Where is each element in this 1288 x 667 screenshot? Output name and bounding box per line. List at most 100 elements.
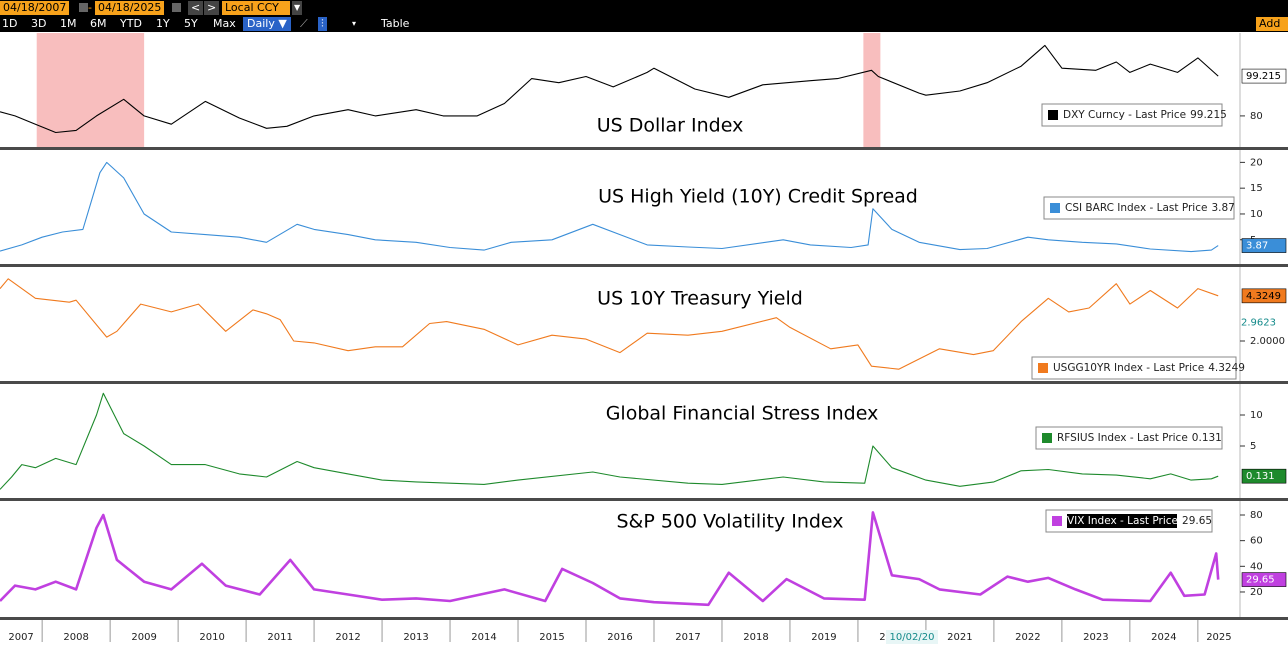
x-tick-label: 2011 (267, 632, 292, 643)
legend-text: DXY Curncy - Last Price 99.215 (1063, 109, 1227, 121)
end-date[interactable]: 04/18/2025 (95, 1, 165, 15)
x-tick-label: 2018 (743, 632, 768, 643)
series-line (0, 161, 1219, 253)
calendar-icon[interactable] (172, 3, 181, 12)
legend-box (1041, 103, 1223, 127)
panel-title: US Dollar Index (597, 115, 744, 137)
legend-name: USGG10YR Index - Last Price (1053, 362, 1204, 374)
legend-last-price: 0.131 (1192, 432, 1222, 444)
currency-dropdown[interactable]: ▼ (292, 1, 303, 15)
y-tick-label: 5 (1250, 441, 1256, 452)
range-button[interactable]: 3D (31, 17, 47, 30)
crosshair-box (886, 630, 938, 644)
panel-title: US 10Y Treasury Yield (597, 288, 803, 310)
range-button[interactable]: 6M (90, 17, 107, 30)
legend-text: USGG10YR Index - Last Price 4.3249 (1053, 362, 1245, 374)
panel-separator (0, 147, 1288, 150)
legend-last-price: 29.65 (1182, 515, 1212, 527)
x-tick-label: 2017 (675, 632, 700, 643)
x-tick-label: 2008 (63, 632, 88, 643)
series-line (0, 278, 1219, 370)
x-tick-label: 2019 (811, 632, 836, 643)
legend-swatch (1050, 203, 1060, 213)
last-price-label: 29.65 (1246, 575, 1275, 586)
reference-label: 2.9623 (1241, 317, 1276, 328)
y-tick-label: 20 (1250, 587, 1263, 598)
last-price-label: 0.131 (1246, 471, 1275, 482)
date-dash: - (88, 1, 92, 14)
legend-text: CSI BARC Index - Last Price 3.87 (1065, 202, 1235, 214)
legend-highlight (1067, 514, 1177, 528)
menu-icon[interactable]: ▾ (352, 19, 357, 28)
table-button[interactable]: Table (381, 17, 410, 30)
crosshair-label: 10/02/20 (890, 632, 935, 643)
currency[interactable]: Local CCY (222, 1, 290, 15)
panel-separator (0, 498, 1288, 501)
x-tick-label: 2015 (539, 632, 564, 643)
range-button[interactable]: YTD (120, 17, 142, 30)
y-tick-label: 60 (1250, 536, 1263, 547)
last-price-label: 99.215 (1246, 71, 1281, 82)
y-tick-label: 10 (1250, 209, 1263, 220)
legend-box (1035, 426, 1223, 450)
x-tick-label: 2013 (403, 632, 428, 643)
legend-swatch (1038, 363, 1048, 373)
charts: 80 DXY Curncy - Last Price 99.215 US Dollar… (0, 33, 1288, 667)
y-tick-label: 2.0000 (1250, 336, 1285, 347)
range-button[interactable]: Max (213, 17, 236, 30)
legend-name: VIX Index - Last Price (1067, 515, 1178, 527)
start-date[interactable]: 04/18/2007 (0, 1, 70, 15)
panel-separator (0, 381, 1288, 384)
range-button[interactable]: 5Y (184, 17, 198, 30)
calendar-icon[interactable] (79, 3, 88, 12)
range-button[interactable]: 1M (60, 17, 77, 30)
panel-background (0, 33, 1288, 147)
y-tick-label: 80 (1250, 111, 1263, 122)
last-price-label: 4.3249 (1246, 291, 1281, 302)
legend-last-price: 4.3249 (1208, 362, 1245, 374)
last-price-label: 3.87 (1246, 241, 1268, 252)
bar-icon[interactable]: ⫶ (318, 17, 327, 31)
panel-title: Global Financial Stress Index (606, 403, 879, 425)
series-line (0, 392, 1219, 490)
panel-separator (0, 617, 1288, 620)
range-button[interactable]: 1D (2, 17, 18, 30)
panel-title: US High Yield (10Y) Credit Spread (598, 186, 918, 208)
x-tick-label: 2022 (1015, 632, 1040, 643)
legend-box (1043, 196, 1235, 220)
date-bar: 04/18/2007 - 04/18/2025 < > Local CCY ▼ (0, 0, 1288, 16)
legend-name: CSI BARC Index - Last Price (1065, 202, 1207, 214)
legend-name: DXY Curncy - Last Price (1063, 109, 1186, 121)
x-tick-label: 2007 (8, 632, 33, 643)
last-price-tag (1241, 468, 1287, 484)
range-button[interactable]: 1Y (156, 17, 170, 30)
series-line (0, 511, 1220, 607)
x-tick-label: 2009 (131, 632, 156, 643)
prev-button[interactable]: < (188, 1, 204, 15)
chart-icon[interactable]: ⟋ (300, 17, 308, 30)
series-line (0, 44, 1219, 134)
legend-name: RFSIUS Index - Last Price (1057, 432, 1188, 444)
x-tick-label: 2023 (1083, 632, 1108, 643)
panel-title: S&P 500 Volatility Index (616, 511, 843, 533)
x-tick-label: 2010 (199, 632, 224, 643)
legend-last-price: 99.215 (1190, 109, 1227, 121)
next-button[interactable]: > (204, 1, 220, 15)
legend-swatch (1052, 516, 1062, 526)
x-tick-label: 2016 (607, 632, 632, 643)
x-tick-label: 2025 (1206, 632, 1231, 643)
y-tick-label: 80 (1250, 510, 1263, 521)
x-tick-label: 2012 (335, 632, 360, 643)
add-button[interactable]: Add (1256, 17, 1288, 31)
legend-last-price: 3.87 (1211, 202, 1234, 214)
y-tick-label: 15 (1250, 183, 1263, 194)
y-tick-label: 40 (1250, 561, 1263, 572)
frequency[interactable]: Daily ▼ (243, 17, 291, 31)
last-price-tag (1241, 68, 1287, 84)
x-tick-label: 2014 (471, 632, 496, 643)
legend-text: RFSIUS Index - Last Price 0.131 (1057, 432, 1222, 444)
x-tick-label: 2024 (1151, 632, 1176, 643)
last-price-tag (1241, 238, 1287, 253)
legend-swatch (1048, 110, 1058, 120)
